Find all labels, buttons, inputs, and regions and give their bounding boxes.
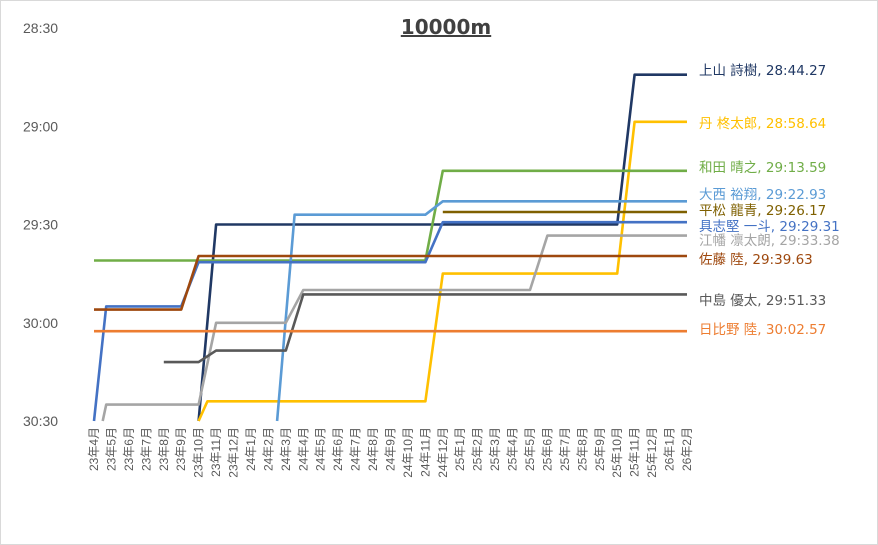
series-end-label: 具志堅 一斗, 29:29.31 xyxy=(699,219,840,235)
y-tick-label: 28:30 xyxy=(23,20,58,36)
x-tick-label: 23年7月 xyxy=(139,427,153,471)
x-tick-label: 24年9月 xyxy=(383,427,397,471)
series-line xyxy=(94,254,687,311)
x-tick-label: 25年12月 xyxy=(645,427,659,478)
series-end-label: 佐藤 陸, 29:39.63 xyxy=(699,252,813,268)
series-line xyxy=(92,220,687,422)
x-tick-label: 23年12月 xyxy=(227,427,241,478)
x-tick-label: 23年4月 xyxy=(87,427,101,471)
x-tick-label: 25年2月 xyxy=(471,427,485,471)
x-tick-label: 26年1月 xyxy=(663,427,677,471)
x-tick-label: 25年1月 xyxy=(453,427,467,471)
series-line xyxy=(101,234,687,422)
x-tick-label: 25年8月 xyxy=(575,427,589,471)
x-tick-label: 24年6月 xyxy=(331,427,345,471)
series-end-label: 中島 優太, 29:51.33 xyxy=(699,293,826,309)
x-tick-label: 25年5月 xyxy=(523,427,537,471)
x-tick-label: 25年4月 xyxy=(506,427,520,471)
x-tick-label: 23年8月 xyxy=(157,427,171,471)
x-tick-label: 24年10月 xyxy=(401,427,415,478)
series-end-label: 江幡 凛太朗, 29:33.38 xyxy=(699,232,840,249)
series-end-label: 丹 柊太郎, 28:58.64 xyxy=(699,116,826,132)
series-end-label: 大西 裕翔, 29:22.93 xyxy=(699,187,826,203)
x-tick-label: 24年3月 xyxy=(279,427,293,471)
series-labels: 上山 詩樹, 28:44.27 丹 柊太郎, 28:58.64 和田 晴之, 29:… xyxy=(699,63,840,338)
x-tick-label: 24年12月 xyxy=(436,427,450,478)
y-tick-label: 30:30 xyxy=(23,413,58,429)
series-end-label: 日比野 陸, 30:02.57 xyxy=(699,322,826,338)
x-tick-label: 23年6月 xyxy=(122,427,136,471)
x-tick-label: 25年7月 xyxy=(558,427,572,471)
y-tick-label: 30:00 xyxy=(23,315,58,331)
y-tick-label: 29:00 xyxy=(23,118,58,134)
x-tick-label: 25年6月 xyxy=(540,427,554,471)
series-line xyxy=(197,73,687,422)
series-line xyxy=(94,169,687,262)
series-line xyxy=(197,120,687,422)
x-tick-label: 23年5月 xyxy=(104,427,118,471)
x-tick-label: 24年11月 xyxy=(418,427,432,477)
series-line xyxy=(275,200,687,422)
x-tick-label: 23年9月 xyxy=(174,427,188,471)
series-end-label: 平松 龍青, 29:26.17 xyxy=(699,202,826,219)
x-tick-label: 25年9月 xyxy=(593,427,607,471)
x-tick-label: 24年2月 xyxy=(261,427,275,471)
series-end-label: 和田 晴之, 29:13.59 xyxy=(699,160,826,176)
chart-title: 10000m xyxy=(401,15,491,39)
series-end-label: 上山 詩樹, 28:44.27 xyxy=(699,63,826,79)
x-tick-label: 24年8月 xyxy=(366,427,380,471)
x-tick-label: 26年2月 xyxy=(680,427,694,471)
x-tick-label: 25年3月 xyxy=(488,427,502,471)
x-tick-label: 25年11月 xyxy=(628,427,642,477)
x-tick-label: 23年11月 xyxy=(209,427,223,477)
y-tick-label: 29:30 xyxy=(23,217,58,233)
x-tick-label: 24年5月 xyxy=(314,427,328,471)
x-tick-label: 24年4月 xyxy=(296,427,310,471)
x-tick-label: 24年7月 xyxy=(349,427,363,471)
series-lines xyxy=(92,73,687,422)
x-axis: 23年4月 23年5月 23年6月 23年7月 23年8月 23年9月 23年10月 23年1… xyxy=(87,427,694,478)
x-tick-label: 23年10月 xyxy=(192,427,206,478)
y-axis: 28:30 29:00 29:30 30:00 30:30 xyxy=(23,20,58,429)
x-tick-label: 25年10月 xyxy=(610,427,624,478)
x-tick-label: 24年1月 xyxy=(244,427,258,471)
series-line xyxy=(163,293,687,364)
